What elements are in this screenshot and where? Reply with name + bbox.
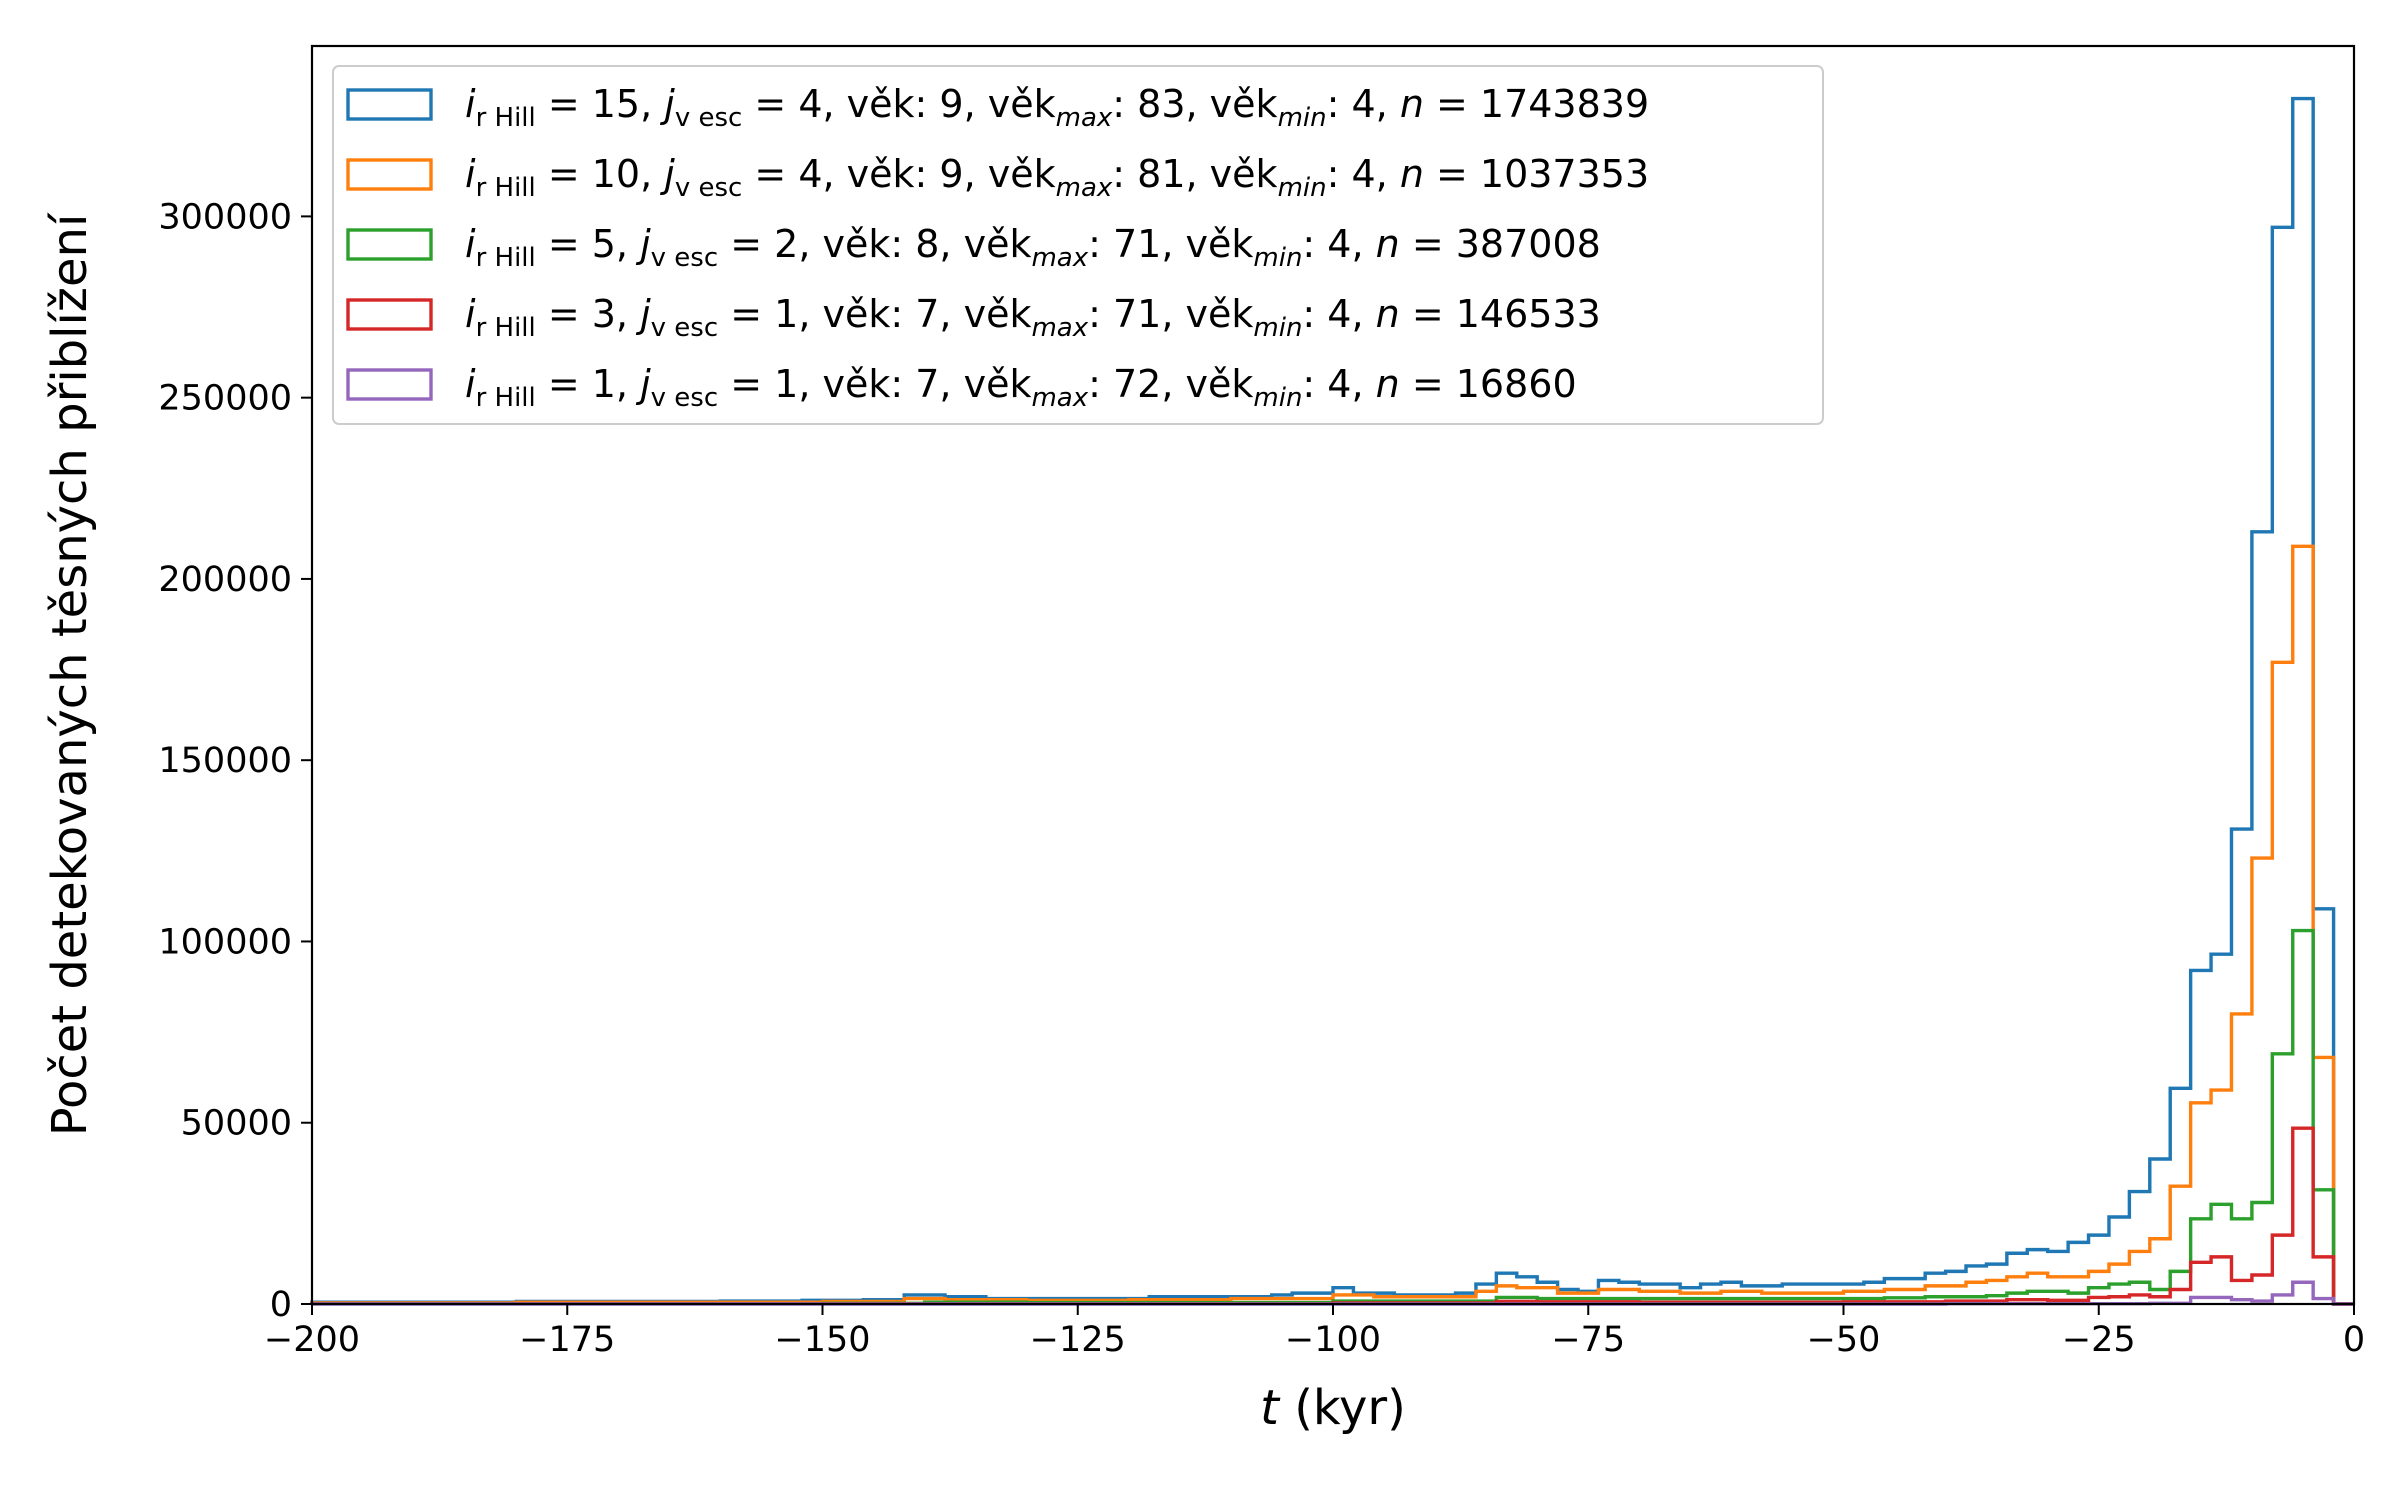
legend-entry-part: i: [465, 222, 476, 266]
legend-entry-part: i: [465, 82, 476, 126]
legend-entry-part: max: [1031, 383, 1088, 413]
legend-entry-part: = 387008: [1400, 222, 1601, 266]
legend-entry-part: r Hill: [476, 173, 536, 203]
series-1-histogram-line: [310, 96, 2354, 1306]
legend-entry-part: min: [1278, 103, 1327, 133]
x-tick-label: −125: [1030, 1320, 1126, 1360]
legend-swatch: [346, 88, 433, 121]
x-tick-label: −75: [1551, 1320, 1625, 1360]
legend-entry-part: n: [1376, 362, 1400, 406]
legend-entry-part: n: [1376, 222, 1400, 266]
x-tick-label: −175: [519, 1320, 615, 1360]
legend-entry-part: v esc: [651, 313, 719, 343]
x-tick-label: 0: [2343, 1320, 2365, 1360]
series-3-histogram-line: [310, 928, 2354, 1306]
legend-entry-part: : 4,: [1302, 362, 1375, 406]
legend-entry-part: i: [465, 152, 476, 196]
legend-entry-part: r Hill: [476, 103, 536, 133]
y-tick-label: 200000: [158, 560, 292, 600]
legend-entry-part: = 1, věk: 7, věk: [718, 362, 1031, 406]
legend-entry-part: n: [1400, 152, 1424, 196]
legend-entry: ir Hill = 15, jv esc = 4, věk: 9, věkmax…: [465, 82, 1649, 133]
legend-entry-part: = 10,: [536, 152, 665, 196]
legend-entry-part: : 71, věk: [1088, 222, 1253, 266]
y-axis: 0 50000 100000 150000 200000 250000 300000: [158, 197, 312, 1325]
legend-frame: [332, 65, 1824, 425]
y-tick-label: 100000: [158, 922, 292, 962]
y-tick-label: 250000: [158, 379, 292, 419]
legend-entry-part: max: [1056, 173, 1113, 203]
legend-entry-part: v esc: [675, 103, 743, 133]
legend-entry-part: v esc: [675, 173, 743, 203]
legend-entry-part: v esc: [651, 383, 719, 413]
legend-entry-part: : 4,: [1327, 82, 1400, 126]
legend-entry-part: : 71, věk: [1088, 292, 1253, 336]
legend-entry: ir Hill = 1, jv esc = 1, věk: 7, věkmax:…: [465, 362, 1577, 413]
legend-entry-part: r Hill: [476, 243, 536, 273]
legend-entry-part: = 15,: [536, 82, 665, 126]
x-axis: −200 −175 −150 −125 −100 −75 −50 −25 0: [264, 1304, 2365, 1360]
y-tick-label: 0: [270, 1285, 292, 1325]
legend-entry: ir Hill = 3, jv esc = 1, věk: 7, věkmax:…: [465, 292, 1601, 343]
legend-entry: ir Hill = 5, jv esc = 2, věk: 8, věkmax:…: [465, 222, 1601, 273]
legend: ir Hill = 15, jv esc = 4, věk: 9, věkmax…: [332, 65, 1824, 425]
legend-entry-part: min: [1253, 243, 1302, 273]
legend-entry-part: = 4, věk: 9, věk: [742, 152, 1055, 196]
x-axis-label: t (kyr): [1260, 1380, 1406, 1436]
x-tick-label: −100: [1285, 1320, 1381, 1360]
legend-entry-part: = 1743839: [1424, 82, 1649, 126]
legend-entry-part: = 16860: [1400, 362, 1577, 406]
legend-entry-part: = 5,: [536, 222, 640, 266]
legend-entry-part: min: [1253, 313, 1302, 343]
legend-entry-part: v esc: [651, 243, 719, 273]
legend-swatch: [346, 158, 433, 191]
legend-entry-part: n: [1376, 292, 1400, 336]
legend-entry-part: : 81, věk: [1112, 152, 1277, 196]
legend-entry-part: = 2, věk: 8, věk: [718, 222, 1031, 266]
y-axis-label: Počet detekovaných těsných přiblížení: [42, 212, 98, 1136]
y-tick-label: 50000: [181, 1104, 292, 1144]
y-tick-label: 150000: [158, 741, 292, 781]
legend-entry-part: : 4,: [1302, 222, 1375, 266]
legend-entry-part: = 1037353: [1424, 152, 1649, 196]
series-4-histogram-line: [310, 1126, 2354, 1306]
legend-entry-part: r Hill: [476, 313, 536, 343]
legend-swatch: [346, 228, 433, 261]
legend-entry-part: r Hill: [476, 383, 536, 413]
legend-entry-part: n: [1400, 82, 1424, 126]
legend-entry-part: max: [1056, 103, 1113, 133]
legend-swatch: [346, 368, 433, 401]
x-tick-label: −50: [1807, 1320, 1881, 1360]
legend-entry-part: = 1,: [536, 362, 640, 406]
y-tick-label: 300000: [158, 197, 292, 237]
legend-entry-part: = 4, věk: 9, věk: [742, 82, 1055, 126]
legend-entry-part: : 83, věk: [1112, 82, 1277, 126]
legend-entry: ir Hill = 10, jv esc = 4, věk: 9, věkmax…: [465, 152, 1649, 203]
legend-entry-part: max: [1031, 313, 1088, 343]
legend-entry-part: = 3,: [536, 292, 640, 336]
legend-entry-part: i: [465, 292, 476, 336]
x-tick-label: −150: [774, 1320, 870, 1360]
series-2-histogram-line: [310, 544, 2354, 1306]
x-axis-label-variable: t: [1260, 1380, 1281, 1436]
series-layer: [310, 96, 2354, 1306]
legend-entry-part: i: [465, 362, 476, 406]
legend-entry-part: max: [1031, 243, 1088, 273]
x-axis-label-unit: (kyr): [1279, 1380, 1406, 1436]
legend-entry-part: : 72, věk: [1088, 362, 1253, 406]
legend-entry-part: : 4,: [1302, 292, 1375, 336]
x-tick-label: −200: [264, 1320, 360, 1360]
x-tick-label: −25: [2062, 1320, 2136, 1360]
legend-entry-part: : 4,: [1327, 152, 1400, 196]
legend-entry-part: = 1, věk: 7, věk: [718, 292, 1031, 336]
legend-entry-part: min: [1253, 383, 1302, 413]
legend-entry-part: = 146533: [1400, 292, 1601, 336]
legend-swatch: [346, 298, 433, 331]
legend-entry-part: min: [1278, 173, 1327, 203]
